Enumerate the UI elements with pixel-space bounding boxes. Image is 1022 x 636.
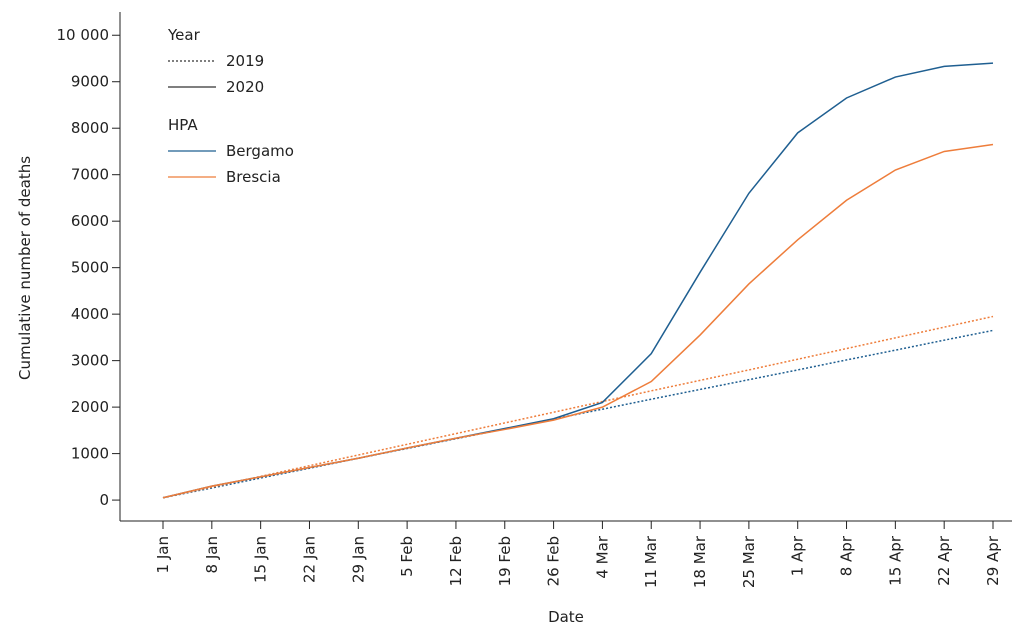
y-tick-label: 5000 — [71, 259, 109, 277]
x-tick-label: 15 Jan — [252, 536, 270, 583]
y-tick-label: 2000 — [71, 398, 109, 416]
x-axis-title: Date — [548, 608, 584, 626]
series-line — [162, 315, 994, 499]
x-tick-label: 8 Apr — [838, 535, 856, 576]
x-tick-label: 1 Jan — [154, 536, 172, 573]
y-tick-label: 6000 — [71, 212, 109, 230]
x-tick-label: 22 Jan — [300, 536, 318, 583]
y-tick-label: 1000 — [71, 445, 109, 463]
x-tick-label: 19 Feb — [496, 536, 514, 586]
legend-label: 2020 — [226, 78, 264, 96]
y-tick-label: 10 000 — [57, 26, 110, 44]
y-tick-label: 4000 — [71, 305, 109, 323]
x-tick-label: 22 Apr — [935, 535, 953, 586]
x-tick-label: 26 Feb — [545, 536, 563, 586]
x-tick-label: 1 Apr — [789, 535, 807, 576]
y-tick-label: 7000 — [71, 166, 109, 184]
x-tick-label: 18 Mar — [691, 535, 709, 588]
legend-label: Bergamo — [226, 142, 294, 160]
x-tick-label: 29 Jan — [349, 536, 367, 583]
x-tick-label: 15 Apr — [886, 535, 904, 586]
legend-title: HPA — [168, 116, 198, 134]
legend-label: Brescia — [226, 168, 281, 186]
x-tick-label: 5 Feb — [398, 536, 416, 577]
x-tick-label: 11 Mar — [642, 535, 660, 588]
series-line — [162, 62, 994, 499]
x-tick-label: 8 Jan — [203, 536, 221, 573]
legend-title: Year — [167, 26, 201, 44]
x-tick-label: 25 Mar — [740, 535, 758, 588]
x-tick-label: 29 Apr — [984, 535, 1002, 586]
series-line — [162, 143, 994, 499]
y-tick-label: 9000 — [71, 73, 109, 91]
y-tick-label: 3000 — [71, 352, 109, 370]
y-tick-label: 0 — [99, 491, 109, 509]
x-tick-label: 4 Mar — [593, 535, 611, 578]
series-line — [162, 329, 994, 499]
legend-label: 2019 — [226, 52, 264, 70]
y-tick-label: 8000 — [71, 119, 109, 137]
x-tick-label: 12 Feb — [447, 536, 465, 586]
y-axis-title: Cumulative number of deaths — [16, 156, 34, 380]
